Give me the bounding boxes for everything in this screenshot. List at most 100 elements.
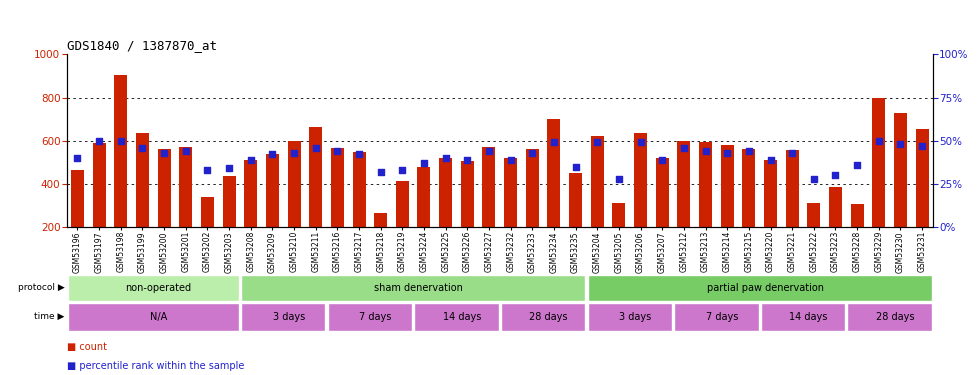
Bar — [720, 145, 734, 227]
Text: 28 days: 28 days — [529, 312, 567, 322]
Text: ■ percentile rank within the sample: ■ percentile rank within the sample — [67, 361, 244, 370]
Bar — [548, 119, 561, 227]
Bar — [829, 187, 842, 227]
Point — [70, 155, 85, 161]
Bar — [699, 142, 712, 227]
Bar — [327, 303, 412, 331]
Point — [503, 157, 518, 163]
Bar — [310, 127, 322, 227]
Text: 7 days: 7 days — [706, 312, 738, 322]
Bar — [461, 161, 473, 227]
Bar — [591, 136, 604, 227]
Point — [655, 157, 670, 163]
Text: 7 days: 7 days — [359, 312, 391, 322]
Bar — [241, 275, 585, 301]
Point — [308, 144, 323, 150]
Point — [676, 144, 692, 150]
Point — [416, 160, 432, 166]
Point — [633, 140, 649, 146]
Bar — [68, 303, 239, 331]
Point — [372, 169, 388, 175]
Bar — [241, 303, 325, 331]
Bar — [674, 303, 759, 331]
Bar — [353, 152, 366, 227]
Bar — [396, 180, 409, 227]
Bar — [872, 98, 885, 227]
Bar — [158, 149, 171, 227]
Bar — [244, 160, 257, 227]
Point — [524, 150, 540, 156]
Point — [719, 150, 735, 156]
Bar — [136, 133, 149, 227]
Text: time ▶: time ▶ — [34, 312, 65, 321]
Point — [178, 148, 194, 154]
Text: 3 days: 3 days — [272, 312, 305, 322]
Bar — [656, 158, 668, 227]
Point — [784, 150, 800, 156]
Point — [395, 167, 411, 173]
Point — [221, 165, 237, 171]
Point — [698, 148, 713, 154]
Text: 14 days: 14 days — [789, 312, 828, 322]
Bar — [764, 160, 777, 227]
Bar — [115, 75, 127, 227]
Text: GDS1840 / 1387870_at: GDS1840 / 1387870_at — [67, 39, 217, 52]
Bar — [501, 303, 585, 331]
Point — [243, 157, 259, 163]
Point — [351, 152, 367, 157]
Bar — [179, 147, 192, 227]
Bar — [482, 147, 496, 227]
Bar — [588, 275, 932, 301]
Point — [871, 138, 887, 144]
Text: 3 days: 3 days — [619, 312, 652, 322]
Bar — [848, 303, 932, 331]
Point — [134, 144, 150, 150]
Text: sham denervation: sham denervation — [374, 283, 463, 293]
Text: partial paw denervation: partial paw denervation — [707, 283, 823, 293]
Point — [438, 155, 454, 161]
Point — [850, 162, 865, 168]
Bar — [612, 203, 625, 227]
Bar — [634, 133, 647, 227]
Bar — [331, 148, 344, 227]
Point — [741, 148, 757, 154]
Bar — [743, 149, 756, 227]
Bar — [374, 213, 387, 227]
Bar — [760, 303, 845, 331]
Bar — [222, 176, 235, 227]
Bar — [677, 141, 690, 227]
Point — [481, 148, 497, 154]
Point — [762, 157, 778, 163]
Point — [546, 140, 562, 146]
Bar — [808, 203, 820, 227]
Bar — [93, 143, 106, 227]
Bar — [851, 204, 863, 227]
Bar — [439, 158, 452, 227]
Point — [113, 138, 128, 144]
Point — [200, 167, 216, 173]
Point — [460, 157, 475, 163]
Bar — [71, 170, 84, 227]
Point — [893, 141, 908, 147]
Bar — [526, 149, 539, 227]
Point — [91, 138, 107, 144]
Bar — [415, 303, 499, 331]
Point — [612, 176, 627, 181]
Bar — [786, 150, 799, 227]
Text: 28 days: 28 days — [876, 312, 914, 322]
Text: protocol ▶: protocol ▶ — [18, 284, 65, 292]
Bar — [417, 166, 430, 227]
Point — [156, 150, 171, 156]
Bar — [915, 129, 929, 227]
Point — [828, 172, 844, 178]
Point — [914, 143, 930, 149]
Text: N/A: N/A — [150, 312, 168, 322]
Point — [286, 150, 302, 156]
Point — [806, 176, 821, 181]
Text: ■ count: ■ count — [67, 342, 107, 352]
Point — [265, 152, 280, 157]
Point — [329, 148, 345, 154]
Text: 14 days: 14 days — [443, 312, 481, 322]
Bar — [68, 275, 239, 301]
Point — [589, 140, 605, 146]
